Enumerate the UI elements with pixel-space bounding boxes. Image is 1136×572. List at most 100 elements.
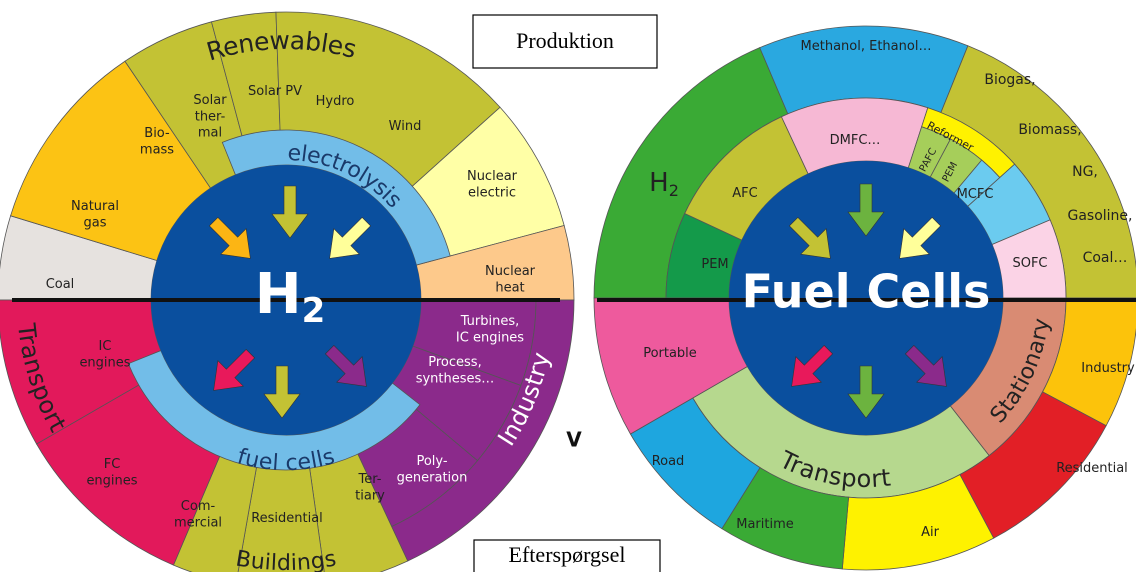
segment-label: Solar ther-mal — [193, 93, 227, 141]
label-line: mercial — [174, 515, 222, 530]
label-line: Nuclear — [485, 264, 536, 279]
segment-label: Com-mercial — [174, 499, 222, 530]
arrow — [271, 185, 309, 239]
label-line: Poly- — [416, 454, 447, 469]
label-line: ther- — [195, 109, 226, 124]
label-line: Solar PV — [248, 84, 302, 99]
label-line: Residential — [1056, 461, 1128, 476]
segment-label: Nuclear electric — [467, 169, 518, 200]
h2-main: H — [649, 168, 669, 198]
label-line: Com- — [181, 499, 216, 514]
box-frame — [473, 539, 661, 572]
segment-label: Air — [921, 525, 940, 540]
arrow — [213, 348, 256, 391]
arrow — [899, 216, 942, 259]
label-line: engines — [86, 473, 137, 488]
segment-label: Poly-generation — [397, 454, 468, 485]
label-line: Process, — [428, 355, 481, 370]
label-line: IC — [99, 339, 112, 354]
bottom-box: Efterspørgsel — [473, 539, 661, 572]
label-line: Residential — [251, 511, 323, 526]
segment-label: Natural gas — [71, 199, 119, 230]
label-line: mass — [140, 142, 174, 157]
label-line: Ter- — [358, 472, 382, 487]
label-line: Gasoline, — [1067, 208, 1132, 224]
label-line: Air — [921, 525, 940, 540]
arrow — [263, 365, 301, 419]
segment-label: NG, — [1072, 164, 1098, 180]
arrow — [791, 344, 834, 387]
label-line: Industry — [1081, 361, 1135, 376]
center-main: H — [255, 262, 302, 327]
segment-label: IC engines — [79, 339, 130, 370]
segment-label: Coal… — [1083, 250, 1128, 266]
label-line: Solar — [193, 93, 227, 108]
label-line: IC engines — [456, 330, 524, 345]
segment-label: Methanol, Ethanol… — [801, 39, 932, 54]
label-line: Methanol, Ethanol… — [801, 39, 932, 54]
label-line: tiary — [355, 488, 385, 503]
label-line: SOFC — [1012, 256, 1047, 271]
segment-label: Biomass, — [1018, 122, 1081, 138]
arrow — [847, 365, 885, 419]
arrow — [329, 216, 372, 259]
segment-label: FC engines — [86, 457, 137, 488]
segment-label: PEM — [701, 257, 728, 272]
segment-label: Industry — [1081, 361, 1135, 376]
label-line: FC — [104, 457, 121, 472]
label-line: heat — [495, 280, 524, 295]
segment-label: DMFC… — [830, 133, 881, 148]
arrow — [904, 344, 947, 387]
h2-label: H2 — [649, 168, 679, 200]
label-line: MCFC — [957, 187, 994, 202]
segment-label: Road — [652, 454, 685, 469]
label-line: Natural — [71, 199, 119, 214]
segment-label: Solar PV — [248, 84, 302, 99]
segment-label: Maritime — [736, 517, 794, 532]
top-box: Produktion — [472, 14, 658, 69]
label-line: syntheses… — [416, 371, 495, 386]
label-line: electric — [468, 185, 516, 200]
segment-label: MCFC — [957, 187, 994, 202]
label-line: Nuclear — [467, 169, 518, 184]
segment-label: Gasoline, — [1067, 208, 1132, 224]
arrow — [324, 344, 367, 387]
arrow — [208, 216, 251, 259]
center-label: Fuel Cells — [742, 265, 991, 319]
arrow — [847, 183, 885, 237]
label-line: Coal — [46, 277, 75, 292]
label-line: PEM — [701, 257, 728, 272]
box-frame — [472, 14, 658, 69]
arrow — [788, 216, 831, 259]
label-line: Turbines, — [460, 314, 520, 329]
segment-label: AFC — [732, 186, 757, 201]
label-line: Portable — [643, 346, 697, 361]
segment-label: Ter-tiary — [355, 472, 385, 503]
box-label: Produktion — [516, 28, 614, 53]
label-line: DMFC… — [830, 133, 881, 148]
segment-label: Portable — [643, 346, 697, 361]
segment-label: SOFC — [1012, 256, 1047, 271]
segment-label: Coal — [46, 277, 75, 292]
label-line: Road — [652, 454, 685, 469]
label-line: Hydro — [316, 94, 355, 109]
segment-label: Nuclear heat — [485, 264, 536, 295]
h2-sub: 2 — [669, 181, 679, 200]
label-line: AFC — [732, 186, 757, 201]
label-line: Biogas, — [984, 72, 1035, 88]
label-line: Coal… — [1083, 250, 1128, 266]
segment-label: Hydro — [316, 94, 355, 109]
label-line: Wind — [389, 119, 422, 134]
box-label: Efterspørgsel — [509, 542, 626, 567]
label-line: NG, — [1072, 164, 1098, 180]
label-line: Maritime — [736, 517, 794, 532]
label-line: Biomass, — [1018, 122, 1081, 138]
label-line: mal — [198, 125, 222, 140]
label-line: engines — [79, 355, 130, 370]
segment-label: Bio-mass — [140, 126, 174, 157]
stray-mark: V — [566, 428, 582, 452]
label-line: gas — [84, 215, 107, 230]
segment-label: Wind — [389, 119, 422, 134]
segment-label: Biogas, — [984, 72, 1035, 88]
center-sub: 2 — [302, 291, 326, 331]
